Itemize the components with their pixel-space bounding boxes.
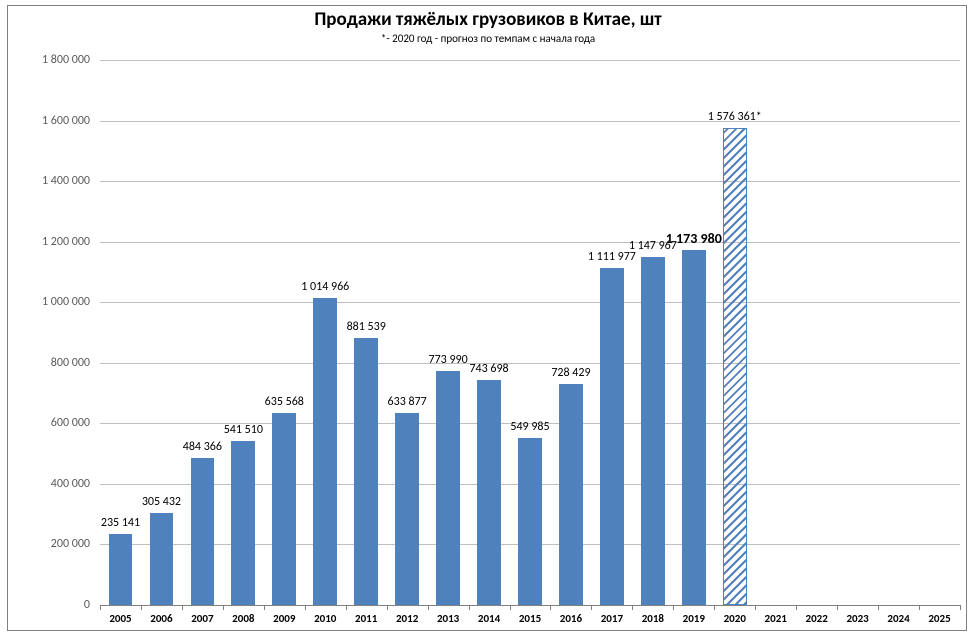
x-tick-mark (632, 605, 633, 610)
bar (150, 513, 174, 605)
data-label: 235 141 (101, 516, 140, 530)
x-axis-line (100, 605, 960, 606)
data-label: 881 539 (347, 320, 386, 334)
x-tick-mark (673, 605, 674, 610)
x-tick-label: 2012 (396, 612, 418, 625)
y-tick-label: 1 000 000 (0, 295, 90, 309)
x-tick-mark (550, 605, 551, 610)
data-label: 484 366 (183, 440, 222, 454)
x-tick-label: 2009 (273, 612, 295, 625)
bar (109, 534, 133, 605)
bar (559, 384, 583, 605)
data-label: 728 429 (551, 366, 590, 380)
gridline (100, 363, 960, 364)
x-tick-mark (264, 605, 265, 610)
x-tick-label: 2025 (928, 612, 950, 625)
data-label: 773 990 (428, 353, 467, 367)
plot-area (100, 60, 960, 605)
x-tick-mark (837, 605, 838, 610)
x-tick-mark (591, 605, 592, 610)
bar (272, 413, 296, 605)
gridline (100, 302, 960, 303)
data-label: 1 576 361* (708, 110, 762, 124)
y-tick-label: 800 000 (0, 356, 90, 370)
x-tick-label: 2024 (887, 612, 909, 625)
gridline (100, 181, 960, 182)
bar (682, 250, 706, 605)
data-label: 633 877 (388, 395, 427, 409)
bar (600, 268, 624, 605)
data-label: 1 173 980 (666, 230, 722, 247)
chart-title: Продажи тяжёлых грузовиков в Китае, шт (0, 8, 976, 31)
x-tick-label: 2005 (109, 612, 131, 625)
data-label: 635 568 (265, 395, 304, 409)
x-tick-label: 2022 (806, 612, 828, 625)
x-tick-mark (714, 605, 715, 610)
x-tick-label: 2023 (846, 612, 868, 625)
x-tick-label: 2018 (642, 612, 664, 625)
bar (723, 128, 747, 605)
bar (231, 441, 255, 605)
bar (313, 298, 337, 605)
x-tick-label: 2016 (560, 612, 582, 625)
x-tick-mark (305, 605, 306, 610)
x-tick-label: 2019 (683, 612, 705, 625)
y-tick-label: 400 000 (0, 477, 90, 491)
y-tick-label: 1 800 000 (0, 53, 90, 67)
x-tick-mark (182, 605, 183, 610)
bar (191, 458, 215, 605)
gridline (100, 60, 960, 61)
x-tick-label: 2017 (601, 612, 623, 625)
x-tick-label: 2008 (232, 612, 254, 625)
y-tick-label: 1 400 000 (0, 174, 90, 188)
bar (641, 257, 665, 605)
bar (395, 413, 419, 605)
bar (477, 380, 501, 605)
x-tick-mark (387, 605, 388, 610)
data-label: 305 432 (142, 495, 181, 509)
x-tick-label: 2007 (191, 612, 213, 625)
bar (436, 371, 460, 605)
x-tick-mark (223, 605, 224, 610)
chart-subtitle: *- 2020 год - прогноз по темпам с начала… (0, 32, 976, 45)
x-tick-mark (469, 605, 470, 610)
x-tick-label: 2021 (765, 612, 787, 625)
x-tick-mark (796, 605, 797, 610)
x-tick-label: 2020 (724, 612, 746, 625)
x-tick-mark (919, 605, 920, 610)
y-tick-label: 0 (0, 598, 90, 612)
x-tick-mark (755, 605, 756, 610)
y-tick-label: 200 000 (0, 537, 90, 551)
gridline (100, 242, 960, 243)
x-tick-label: 2006 (150, 612, 172, 625)
x-tick-mark (960, 605, 961, 610)
gridline (100, 121, 960, 122)
x-tick-mark (100, 605, 101, 610)
bar (518, 438, 542, 605)
bar (354, 338, 378, 605)
x-tick-label: 2011 (355, 612, 377, 625)
data-label: 743 698 (469, 362, 508, 376)
x-tick-mark (878, 605, 879, 610)
data-label: 1 014 966 (301, 280, 349, 294)
data-label: 541 510 (224, 423, 263, 437)
x-tick-mark (346, 605, 347, 610)
x-tick-label: 2014 (478, 612, 500, 625)
x-tick-label: 2010 (314, 612, 336, 625)
y-tick-label: 1 200 000 (0, 235, 90, 249)
x-tick-label: 2013 (437, 612, 459, 625)
y-tick-label: 1 600 000 (0, 114, 90, 128)
x-tick-mark (510, 605, 511, 610)
x-tick-label: 2015 (519, 612, 541, 625)
data-label: 549 985 (510, 420, 549, 434)
x-tick-mark (141, 605, 142, 610)
x-tick-mark (428, 605, 429, 610)
y-tick-label: 600 000 (0, 416, 90, 430)
